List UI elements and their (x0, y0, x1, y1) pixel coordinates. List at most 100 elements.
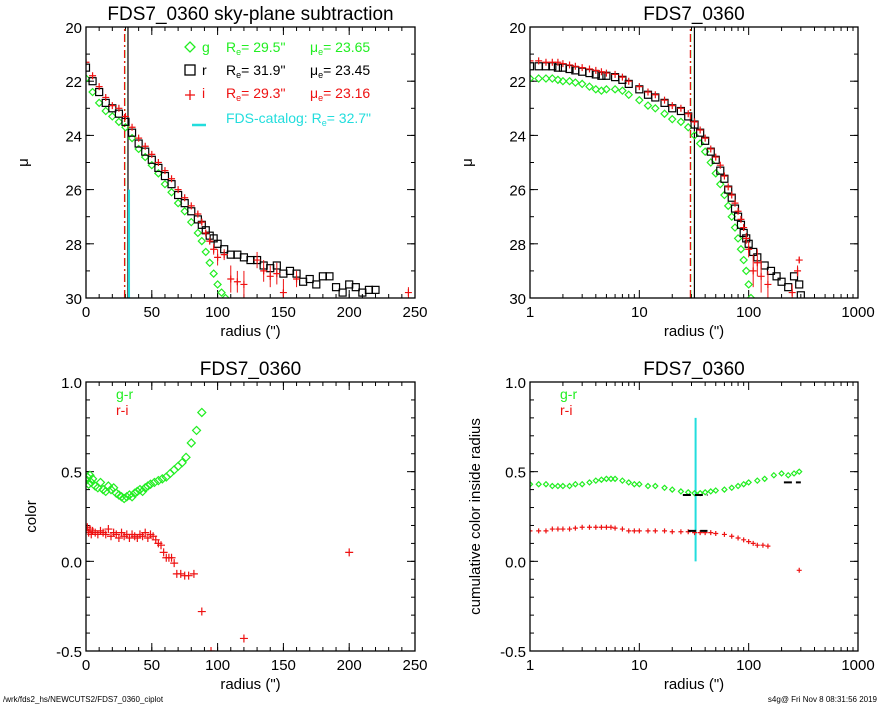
data-point (279, 269, 288, 278)
series-g (86, 74, 230, 298)
x-tick-label: 1000 (841, 304, 874, 321)
series-r (530, 62, 805, 298)
data-point (210, 245, 218, 253)
y-tick-label: 0.0 (505, 554, 526, 571)
y-tick-label: 22 (65, 74, 82, 91)
x-tick-label: 100 (736, 304, 761, 321)
y-tick-label: 28 (509, 237, 526, 254)
data-point (586, 524, 592, 530)
data-point (772, 272, 781, 281)
data-point (740, 224, 748, 232)
data-point (619, 526, 625, 532)
y-axis-label: μ (15, 158, 32, 167)
data-point (757, 272, 765, 280)
data-point (121, 122, 130, 132)
data-point (207, 647, 216, 651)
footer-path: /wrk/fds2_hs/NEWCUTS2/FDS7_0360_ciplot (3, 695, 164, 704)
data-point (749, 267, 757, 275)
y-tick-label: 30 (509, 291, 526, 308)
data-point (745, 479, 753, 486)
data-point (624, 90, 634, 100)
data-point (669, 529, 675, 535)
data-point (750, 540, 756, 546)
data-point (618, 86, 627, 96)
data-point (602, 84, 611, 94)
data-point (734, 207, 742, 215)
y-axis-label: color (23, 500, 40, 533)
data-point (734, 482, 742, 490)
data-point (95, 83, 103, 91)
data-point (668, 486, 676, 493)
y-tick-label: -0.5 (500, 644, 526, 661)
data-point (127, 133, 137, 143)
y-tick-label: 24 (65, 128, 82, 145)
data-point (305, 274, 314, 284)
data-point (630, 480, 638, 488)
data-point (285, 266, 295, 275)
data-point (720, 190, 729, 200)
data-point (795, 256, 803, 264)
data-point (678, 529, 684, 535)
data-point (585, 82, 594, 91)
data-point (160, 179, 170, 189)
y-tick-label: 0.5 (505, 465, 526, 482)
plot-area (530, 27, 805, 298)
data-point (95, 477, 106, 488)
x-axis-label: radius (") (664, 323, 724, 340)
data-point (650, 103, 660, 113)
data-point (159, 548, 168, 557)
data-point (784, 283, 793, 292)
x-tick-label: 250 (402, 657, 427, 674)
data-point (611, 475, 619, 483)
data-point (796, 291, 805, 298)
data-point (660, 109, 669, 119)
y-tick-label: 28 (65, 237, 82, 254)
data-point (554, 58, 562, 66)
data-point (578, 480, 586, 488)
data-point (209, 269, 219, 278)
data-point (737, 215, 745, 223)
data-point (239, 634, 248, 643)
legend-entry: g-r (560, 386, 577, 402)
data-point (345, 280, 354, 289)
data-point (181, 452, 191, 463)
legend-re: Re= 29.5" (226, 39, 285, 57)
data-point (101, 530, 110, 539)
data-point (593, 524, 599, 530)
data-point (161, 167, 169, 175)
x-axis-label: radius (") (664, 676, 724, 693)
data-point (736, 244, 746, 254)
data-point (611, 70, 619, 78)
data-point (293, 275, 301, 283)
data-point (572, 525, 578, 531)
data-point (559, 482, 567, 490)
data-point (597, 68, 605, 76)
data-point (635, 480, 643, 488)
data-point (795, 280, 804, 289)
data-point (744, 280, 754, 289)
legend-band: r (202, 62, 207, 78)
data-point (197, 607, 206, 616)
plot-frame (529, 26, 859, 299)
data-point (86, 74, 91, 83)
data-point (735, 535, 741, 541)
data-point (239, 253, 249, 262)
x-tick-label: 100 (205, 657, 230, 674)
series-g-r (86, 407, 207, 504)
data-point (141, 142, 149, 150)
data-point (765, 543, 771, 549)
data-point (723, 201, 733, 211)
data-point (770, 471, 778, 479)
data-point (645, 528, 651, 534)
data-point (106, 484, 116, 495)
plot-frame (85, 26, 416, 299)
data-point (566, 482, 573, 490)
data-point (94, 98, 104, 108)
data-point (634, 95, 644, 105)
data-point (536, 528, 542, 534)
data-point (742, 234, 750, 242)
data-point (191, 425, 202, 436)
legend-catalog: FDS-catalog: Re= 32.7" (226, 110, 371, 128)
